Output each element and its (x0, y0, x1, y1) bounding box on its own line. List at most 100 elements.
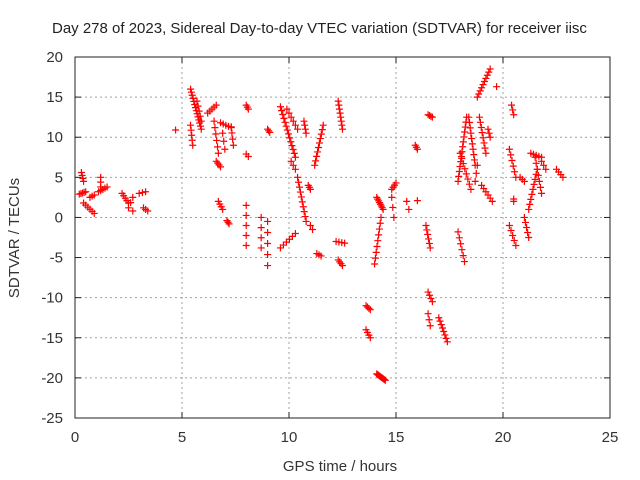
y-tick-label: 15 (46, 89, 63, 106)
data-point (125, 204, 132, 212)
data-point (424, 288, 432, 296)
data-point (282, 122, 290, 130)
x-tick-label: 0 (71, 429, 79, 446)
data-point (464, 175, 472, 183)
data-point (523, 223, 531, 231)
data-point (528, 190, 536, 198)
data-track (313, 250, 325, 260)
data-track (475, 113, 490, 157)
data-point (172, 126, 180, 134)
data-point (481, 144, 489, 152)
data-point (280, 114, 288, 122)
data-track (193, 97, 205, 125)
data-track (97, 173, 105, 191)
data-point (507, 226, 515, 234)
x-axis-label: GPS time / hours (283, 458, 397, 475)
data-point (210, 117, 218, 125)
data-track (306, 221, 317, 233)
data-track (422, 221, 434, 252)
data-point (531, 175, 539, 183)
x-tick-label: 25 (602, 429, 619, 446)
data-point (257, 244, 265, 252)
data-point (454, 177, 462, 185)
data-point (193, 97, 201, 105)
data-point (427, 294, 435, 302)
data-point (301, 121, 309, 129)
data-point (288, 142, 296, 150)
data-point (389, 203, 397, 211)
data-point (443, 338, 451, 346)
data-track (300, 117, 310, 137)
data-track (388, 193, 398, 221)
data-track (95, 183, 111, 196)
data-point (425, 316, 433, 324)
data-point (520, 213, 528, 221)
data-point (405, 205, 413, 213)
data-point (485, 129, 493, 137)
data-point (242, 211, 250, 219)
data-point (294, 125, 302, 133)
data-track (505, 221, 520, 250)
data-point (525, 234, 533, 241)
data-point (75, 190, 83, 198)
data-point (296, 188, 304, 196)
data-point (138, 189, 146, 197)
data-point (510, 197, 518, 205)
x-tick-label: 10 (281, 429, 298, 446)
data-point (472, 169, 480, 177)
data-track (287, 157, 299, 173)
data-point (299, 203, 307, 211)
data-point (468, 135, 476, 143)
data-point (290, 149, 298, 157)
data-points (75, 65, 567, 384)
data-point (187, 85, 195, 93)
data-point (413, 197, 421, 205)
data-point (488, 197, 496, 205)
data-point (225, 220, 233, 228)
data-track (484, 125, 494, 141)
data-track (362, 326, 374, 342)
data-point (289, 161, 297, 169)
data-track (531, 153, 546, 197)
data-point (336, 109, 344, 117)
data-track (294, 173, 310, 225)
data-point (509, 231, 517, 239)
data-point (424, 310, 432, 318)
data-track (264, 125, 274, 136)
data-point (475, 113, 483, 121)
data-track (75, 188, 90, 198)
data-point (381, 376, 389, 384)
data-point (508, 156, 516, 164)
data-point (482, 149, 490, 157)
data-point (309, 225, 317, 233)
data-point (455, 172, 463, 180)
data-point (460, 133, 468, 141)
data-point (281, 118, 289, 126)
data-point (476, 118, 484, 126)
data-point (212, 101, 220, 109)
data-track (135, 188, 150, 197)
data-point (371, 254, 379, 262)
data-point (300, 117, 308, 125)
data-point (530, 180, 538, 188)
data-point (257, 234, 265, 242)
data-point (242, 242, 250, 250)
data-point (465, 113, 473, 121)
data-point (219, 129, 227, 137)
data-point (264, 228, 272, 236)
data-point (135, 189, 143, 197)
data-point (291, 121, 299, 129)
data-point (538, 189, 546, 197)
axis-ticks: 0 5 10 15 20 25 -25 -20 -15 -10 -5 0 5 10 15 20 (41, 49, 618, 446)
data-point (520, 177, 528, 185)
data-track (223, 217, 233, 228)
data-point (466, 124, 474, 132)
data-track (413, 197, 421, 205)
data-point (525, 205, 533, 213)
data-point (459, 138, 467, 146)
data-point (214, 143, 222, 151)
data-point (536, 183, 544, 191)
data-point (505, 145, 513, 153)
data-point (189, 141, 197, 149)
data-track (473, 65, 494, 101)
